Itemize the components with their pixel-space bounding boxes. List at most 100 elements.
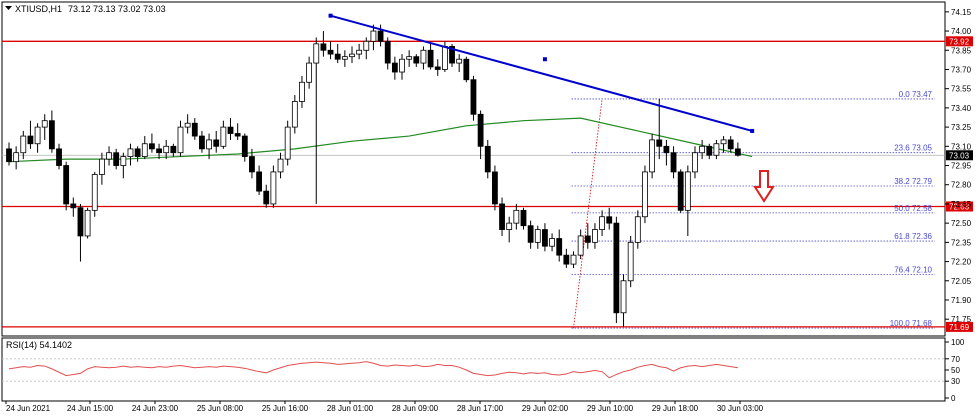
x-tick-label: 29 Jun 10:00 [587, 404, 634, 413]
candle-body [463, 58, 470, 81]
candle-body [299, 81, 305, 102]
y-tick-label: 73.70 [951, 65, 972, 74]
candle [456, 54, 463, 73]
candle-body [563, 254, 570, 265]
candle-body [449, 46, 455, 64]
candle [399, 54, 405, 80]
candle-body [706, 145, 713, 156]
candle-body [477, 113, 484, 147]
level-price-label: 73.92 [949, 37, 970, 46]
candle-body [391, 62, 398, 73]
candle [427, 43, 434, 70]
candle-body [241, 135, 248, 157]
candle [434, 59, 441, 76]
candle-body [499, 203, 505, 230]
y-tick-label: 71.75 [951, 315, 972, 324]
candle [220, 120, 227, 149]
candle [420, 46, 427, 70]
y-tick-label: 71.90 [951, 296, 972, 305]
candle-body [642, 171, 648, 218]
candle [384, 37, 391, 70]
last-price-tag [946, 150, 973, 161]
candle [549, 233, 555, 252]
candle [356, 43, 363, 60]
y-tick-label: 72.05 [951, 277, 972, 286]
candle [656, 98, 663, 160]
candle [163, 139, 170, 160]
candle [320, 31, 327, 57]
rsi-title: RSI(14) 54.1402 [6, 340, 72, 350]
candle [270, 165, 277, 208]
fib-level-label: 38.2 72.79 [894, 177, 932, 186]
x-tick-label: 25 Jun 16:00 [262, 404, 309, 413]
candle [663, 139, 670, 166]
candle [306, 56, 313, 89]
candle-body [656, 139, 663, 147]
rsi-panel-frame [1, 337, 946, 402]
candle [706, 143, 713, 160]
candle [556, 229, 563, 262]
candle-body [27, 135, 34, 145]
candle [6, 142, 12, 166]
candle [263, 184, 270, 208]
candle-body [670, 152, 677, 173]
level-price-tag [946, 321, 973, 332]
candle [613, 216, 620, 324]
candle-body [334, 53, 341, 60]
candle [606, 207, 613, 230]
candle [291, 95, 298, 134]
candle-body [98, 158, 105, 175]
candle-body [91, 174, 98, 211]
y-tick-label: 72.80 [951, 181, 972, 190]
candle [41, 114, 48, 140]
candle [127, 143, 134, 166]
candle-body [163, 145, 170, 154]
candle [592, 223, 598, 249]
candle [63, 161, 70, 211]
candle [13, 146, 20, 170]
candle-body [456, 58, 463, 64]
candle-body [263, 190, 270, 205]
candle-body [663, 145, 670, 154]
candle [120, 152, 127, 179]
candle [642, 165, 648, 224]
candle-body [634, 216, 641, 243]
candle [377, 24, 384, 47]
candle-body [427, 49, 434, 68]
candle [477, 110, 484, 160]
candle [149, 133, 155, 153]
candle-body [184, 122, 191, 128]
candle-body [434, 66, 441, 70]
candle-body [227, 126, 234, 134]
fib-level-label: 23.6 73.05 [894, 144, 932, 153]
x-tick-label: 28 Jun 17:00 [457, 404, 504, 413]
x-tick-label: 24 Jun 23:00 [132, 404, 179, 413]
candle [470, 75, 477, 121]
candle [177, 120, 184, 157]
candle-body [356, 49, 363, 55]
trendline-anchor [328, 13, 333, 18]
rsi-tick-label: 30 [951, 377, 960, 386]
candle [634, 210, 641, 249]
triangle-down-icon[interactable] [5, 6, 12, 10]
candle-body [377, 30, 384, 42]
candle-body [313, 43, 320, 64]
candle [113, 148, 120, 170]
candle [184, 114, 191, 134]
candle-body [320, 43, 327, 51]
candle [563, 248, 570, 268]
candle [234, 123, 241, 140]
candle-body [170, 145, 177, 154]
candle [191, 118, 198, 140]
candle-body [684, 171, 691, 211]
candle [584, 223, 591, 249]
level-price-tag [946, 201, 973, 212]
candle-body [41, 120, 48, 128]
candle-body [370, 30, 377, 42]
candle [91, 171, 98, 217]
arrow-down-icon [753, 170, 775, 203]
level-price-tag [946, 36, 973, 47]
level-price-label: 72.63 [949, 202, 970, 211]
candle-body [534, 229, 541, 243]
